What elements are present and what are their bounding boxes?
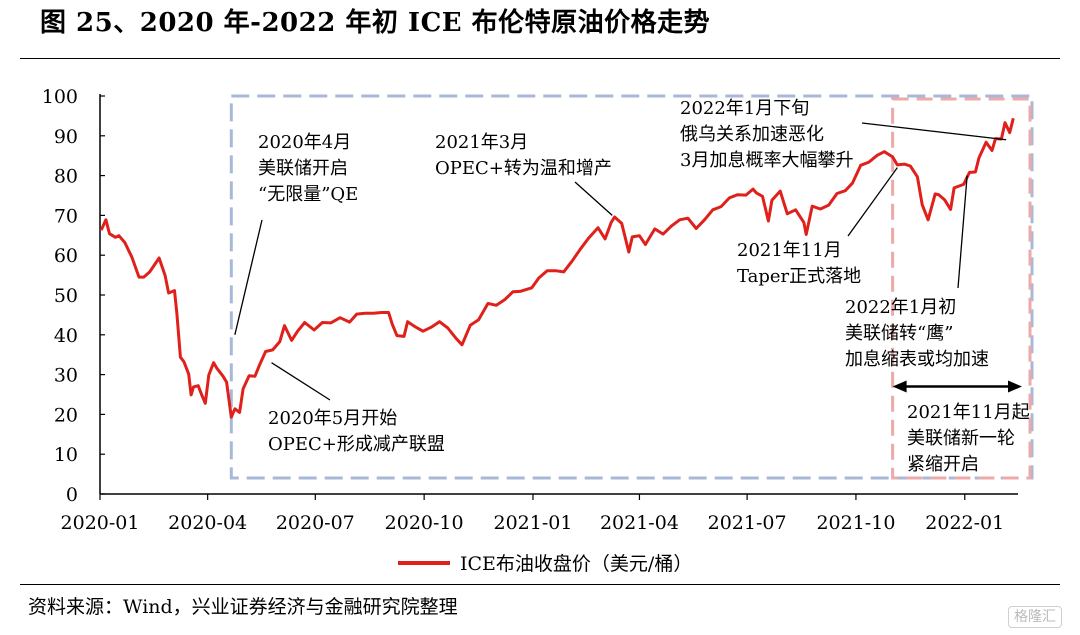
y-tick-label: 80 <box>54 166 78 188</box>
series-line <box>99 117 1015 419</box>
annotation-line: 美联储新一轮 <box>907 428 1015 449</box>
annotation-leader <box>234 219 263 335</box>
legend: ICE布油收盘价（美元/桶） <box>398 553 692 575</box>
y-tick-label: 30 <box>54 365 78 387</box>
annotation-line: 2021年11月 <box>737 240 842 261</box>
series-lines <box>99 117 1022 419</box>
annotation-text: 2020年5月开始 OPEC+形成减产联盟 <box>268 408 445 455</box>
y-tick-label: 70 <box>54 205 78 227</box>
annotation-leader <box>271 362 331 401</box>
y-tick-label: 10 <box>54 444 78 466</box>
annotation-leader <box>957 175 968 289</box>
annotation-line: 2020年4月 <box>258 132 351 153</box>
y-tick-label: 40 <box>54 325 78 347</box>
highlight-regions <box>229 94 1034 480</box>
annotation-text: 2021年11月 Taper正式落地 <box>737 240 861 287</box>
x-tick-label: 2021-01 <box>493 512 572 534</box>
annotation-leader <box>847 167 898 237</box>
x-tick-label: 2020-01 <box>61 512 140 534</box>
annotation-text: 2022年1月初美联储转“鹰” 加息缩表或均加速 <box>845 297 989 370</box>
top-rule <box>20 58 1060 59</box>
annotation-line: OPEC+转为温和增产 <box>435 158 612 179</box>
y-tick-label: 90 <box>54 126 78 148</box>
y-tick-label: 100 <box>42 86 78 108</box>
x-tick-label: 2021-10 <box>816 512 895 534</box>
annotation-line: 2021年11月起 <box>907 402 1030 423</box>
annotation-line: 美联储转“鹰” <box>845 323 953 344</box>
annotation-line: 2020年5月开始 <box>268 408 397 429</box>
range-arrow-left-head <box>892 380 907 393</box>
y-tick-label: 60 <box>54 245 78 267</box>
figure-title: 图 25、2020 年-2022 年初 ICE 布伦特原油价格走势 <box>40 8 711 38</box>
annotation-line: 2021年3月 <box>435 132 528 153</box>
y-tick-label: 50 <box>54 285 78 307</box>
annotation-text: 2020年4月美联储开启 “无限量”QE <box>258 132 358 205</box>
y-tick-label: 20 <box>54 404 78 426</box>
annotation-line: “无限量”QE <box>258 184 358 205</box>
x-tick-label: 2022-01 <box>925 512 1004 534</box>
source-note: 资料来源：Wind，兴业证券经济与金融研究院整理 <box>28 596 458 618</box>
annotation-leader <box>861 122 1007 141</box>
annotation-line: 3月加息概率大幅攀升 <box>680 150 853 171</box>
x-tick-label: 2020-10 <box>385 512 464 534</box>
annotation-text: 2021年11月起美联储新一轮紧缩开启 <box>907 402 1030 475</box>
watermark-logo: 格隆汇 <box>1008 606 1062 628</box>
legend-label: ICE布油收盘价（美元/桶） <box>460 553 692 575</box>
chart: 0 10 20 30 40 50 60 70 80 90 100 2020-01 2020-04 2020… <box>42 86 1034 575</box>
annotation-line: 加息缩表或均加速 <box>845 349 989 370</box>
annotation-line: 紧缩开启 <box>907 454 979 475</box>
axes: 0 10 20 30 40 50 60 70 80 90 100 2020-01 2020-04 2020… <box>42 86 1018 534</box>
range-arrow-right-head <box>1008 380 1022 393</box>
annotation-leader <box>574 181 613 216</box>
x-tick-label: 2021-07 <box>708 512 787 534</box>
x-tick-label: 2020-07 <box>276 512 355 534</box>
pink-highlight-box <box>891 97 1032 480</box>
annotation-text: 2021年3月 OPEC+转为温和增产 <box>435 132 612 179</box>
x-tick-label: 2021-04 <box>600 512 679 534</box>
annotation-line: 2022年1月下旬 <box>680 98 809 119</box>
annotation-line: 2022年1月初 <box>845 297 956 318</box>
annotation-line: 美联储开启 <box>258 158 348 179</box>
annotation-line: 俄乌关系加速恶化 <box>680 124 824 145</box>
blue-highlight-box <box>229 94 1034 480</box>
annotation-line: Taper正式落地 <box>737 266 861 287</box>
annotation-line: OPEC+形成减产联盟 <box>268 434 445 455</box>
annotation-text: 2022年1月下旬俄乌关系加速恶化 3月加息概率大幅攀升 <box>680 98 853 171</box>
bottom-rule <box>20 584 1060 585</box>
y-tick-label: 0 <box>66 484 78 506</box>
x-tick-label: 2020-04 <box>168 512 247 534</box>
